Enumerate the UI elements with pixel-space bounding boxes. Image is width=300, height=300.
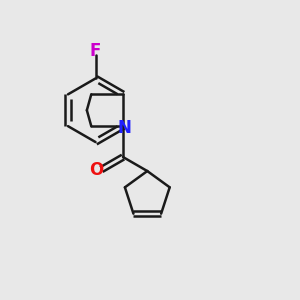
Text: O: O — [89, 160, 103, 178]
Text: F: F — [90, 42, 101, 60]
Text: N: N — [118, 119, 131, 137]
